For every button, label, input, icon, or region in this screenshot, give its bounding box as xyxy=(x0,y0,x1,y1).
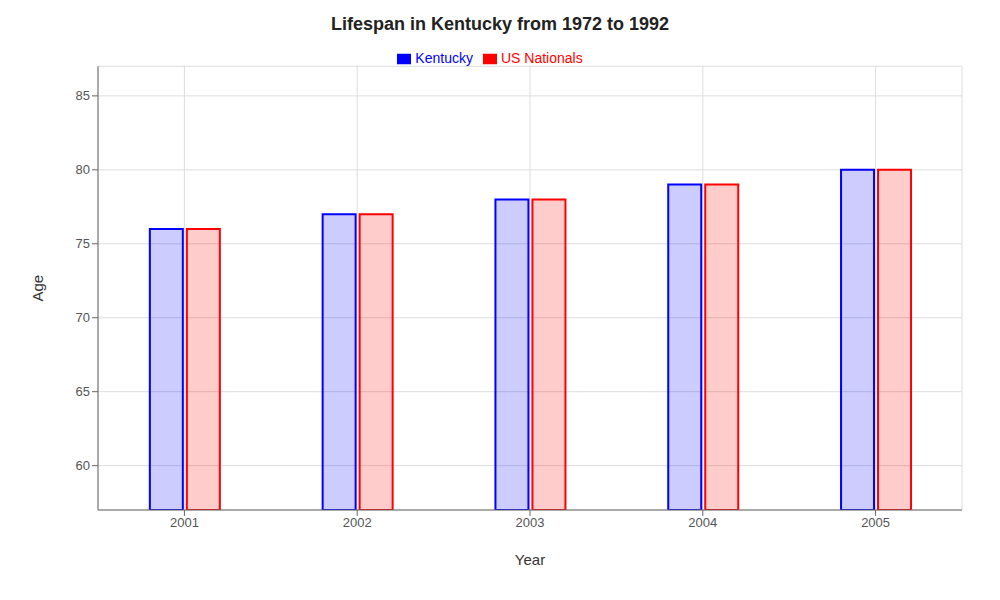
svg-text:65: 65 xyxy=(76,384,90,399)
html-text:Lifespan in Kentucky from 1972: Lifespan in Kentucky from 1972 to 1992 xyxy=(330,14,670,34)
svg-text:2001: 2001 xyxy=(170,515,199,530)
svg-text:Age: Age xyxy=(29,275,46,302)
html-text:Kentucky: Kentucky xyxy=(415,50,473,66)
svg-text:Year: Year xyxy=(515,551,545,568)
html-text:US Nationals: US Nationals xyxy=(500,50,583,66)
svg-text:85: 85 xyxy=(76,88,90,103)
svg-text:75: 75 xyxy=(76,236,90,251)
svg-text:80: 80 xyxy=(76,162,90,177)
svg-text:60: 60 xyxy=(76,458,90,473)
svg-text:2002: 2002 xyxy=(343,515,372,530)
svg-text:2004: 2004 xyxy=(688,515,717,530)
svg-text:2005: 2005 xyxy=(861,515,890,530)
svg-text:70: 70 xyxy=(76,310,90,325)
svg-text:2003: 2003 xyxy=(516,515,545,530)
